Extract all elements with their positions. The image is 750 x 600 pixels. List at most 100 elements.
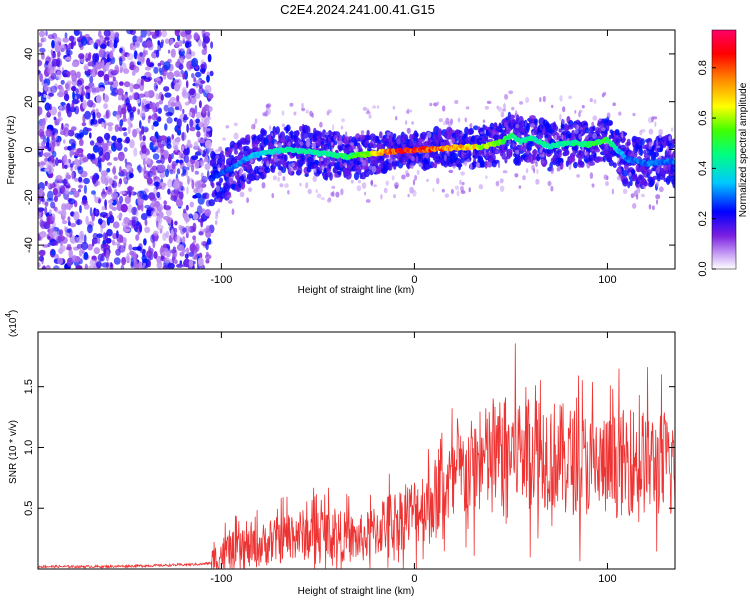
noise-blob: [44, 157, 49, 163]
ridge-scatter: [370, 179, 374, 186]
ridge-scatter: [663, 163, 668, 171]
noise-blob: [138, 35, 143, 43]
noise-blob: [45, 264, 51, 269]
noise-blob: [108, 177, 113, 185]
noise-blob: [45, 128, 52, 138]
snr-y-axis-label: SNR (10 * v/v): [8, 420, 19, 484]
noise-blob: [200, 150, 204, 155]
ridge-scatter: [313, 155, 316, 161]
ridge-scatter: [326, 198, 332, 203]
ridge-scatter: [622, 188, 628, 195]
noise-blob: [132, 35, 138, 43]
ridge-scatter: [281, 159, 284, 164]
noise-blob: [121, 127, 127, 131]
noise-blob: [182, 36, 186, 44]
ridge-scatter: [217, 164, 221, 172]
noise-blob: [63, 127, 70, 137]
ridge-scatter: [459, 131, 465, 137]
ridge-scatter: [356, 185, 362, 192]
noise-blob: [48, 209, 52, 215]
ridge-halo: [609, 120, 613, 126]
ridge-scatter: [461, 151, 465, 158]
ridge-scatter: [282, 176, 286, 181]
noise-blob: [163, 247, 169, 253]
noise-blob: [96, 136, 104, 144]
noise-blob: [126, 252, 130, 261]
noise-blob: [175, 159, 180, 164]
noise-blob: [44, 168, 50, 172]
ridge-halo: [468, 150, 472, 157]
ridge-scatter: [361, 159, 367, 167]
noise-blob: [207, 53, 212, 63]
ridge-scatter: [220, 164, 225, 170]
noise-blob: [70, 40, 74, 50]
noise-blob: [166, 117, 173, 124]
ridge-halo: [608, 159, 614, 167]
ridge-halo: [649, 179, 654, 187]
ridge-halo: [573, 161, 578, 169]
noise-blob: [151, 200, 156, 205]
colorbar-gradient: [711, 29, 737, 270]
noise-blob: [203, 228, 210, 233]
noise-blob: [80, 241, 89, 251]
noise-blob: [162, 232, 167, 241]
noise-blob: [60, 242, 63, 247]
noise-blob: [183, 148, 189, 156]
ridge-scatter: [454, 100, 459, 104]
noise-blob: [185, 168, 189, 178]
noise-blob: [38, 128, 45, 137]
ridge-scatter: [591, 183, 595, 189]
ridge-scatter: [358, 179, 361, 184]
noise-blob: [153, 82, 158, 92]
ridge-halo: [671, 139, 675, 144]
colorbar-tick-label: 0.8: [697, 60, 709, 75]
ridge-scatter: [417, 141, 423, 145]
noise-blob: [54, 132, 58, 141]
ridge-scatter: [222, 137, 226, 141]
noise-blob: [71, 126, 77, 131]
noise-blob: [204, 139, 212, 149]
noise-blob: [85, 92, 90, 100]
noise-blob: [205, 251, 209, 257]
ridge-scatter: [561, 134, 564, 140]
noise-blob: [39, 231, 47, 238]
ridge-scatter: [444, 154, 447, 162]
noise-blob: [94, 141, 102, 149]
noise-blob: [204, 84, 212, 94]
ridge-scatter: [331, 142, 334, 146]
ridge-scatter: [335, 191, 340, 198]
noise-blob: [169, 38, 174, 45]
noise-blob: [156, 203, 163, 213]
noise-blob: [191, 57, 199, 68]
noise-blob: [98, 198, 101, 204]
ridge-halo: [208, 199, 215, 207]
noise-blob: [164, 123, 168, 131]
noise-blob: [124, 195, 131, 205]
ridge-scatter: [242, 172, 247, 177]
noise-blob: [57, 235, 65, 242]
noise-blob: [78, 53, 85, 60]
noise-blob: [198, 139, 206, 144]
noise-blob: [189, 144, 193, 148]
noise-blob: [193, 78, 196, 83]
ridge-scatter: [515, 149, 520, 155]
noise-blob: [80, 170, 88, 178]
noise-blob: [47, 235, 51, 240]
ridge-halo: [479, 161, 486, 168]
ridge-scatter: [640, 193, 646, 198]
noise-blob: [59, 246, 63, 255]
noise-blob: [53, 241, 59, 246]
ridge-halo: [318, 132, 323, 140]
ridge-scatter: [530, 123, 535, 129]
noise-blob: [79, 205, 82, 214]
ridge-halo: [508, 114, 516, 120]
ridge-scatter: [559, 95, 563, 102]
noise-blob: [58, 185, 66, 194]
ridge-scatter: [338, 140, 343, 146]
noise-blob: [64, 82, 70, 90]
noise-blob: [181, 131, 185, 142]
noise-blob: [173, 227, 178, 234]
noise-blob: [157, 107, 162, 114]
noise-blob: [188, 251, 195, 257]
ridge-halo: [384, 154, 390, 159]
